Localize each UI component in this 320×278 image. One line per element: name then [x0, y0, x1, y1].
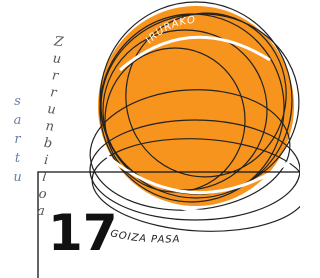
page: IRURAKO GOIZA PASA sartu Zurrunbiloa 17 — [0, 0, 300, 278]
bottom-arc-label: GOIZA PASA — [109, 228, 181, 245]
bottom-arc-text: GOIZA PASA — [109, 228, 181, 245]
left-word: sartu — [10, 94, 25, 189]
number: 17 — [48, 208, 118, 258]
